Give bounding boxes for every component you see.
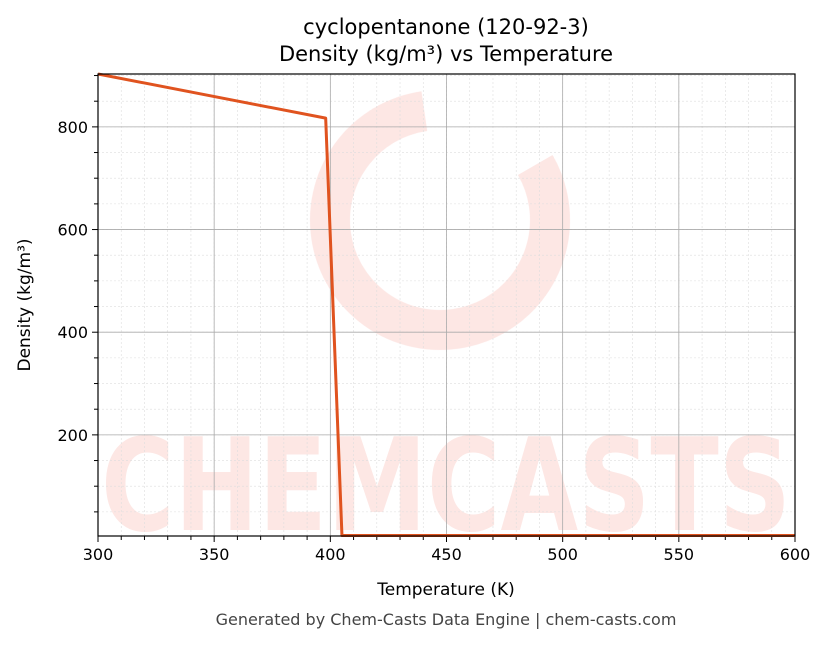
x-tick-label: 450 [431, 545, 462, 564]
x-tick-label: 350 [199, 545, 230, 564]
x-tick-label: 500 [547, 545, 578, 564]
x-tick-label: 550 [664, 545, 695, 564]
y-tick-label: 400 [57, 323, 88, 342]
y-axis-label: Density (kg/m³) [15, 238, 35, 371]
footer-credit: Generated by Chem-Casts Data Engine | ch… [216, 610, 677, 629]
x-tick-label: 400 [315, 545, 346, 564]
x-axis-label: Temperature (K) [376, 580, 515, 600]
chart-subtitle: Density (kg/m³) vs Temperature [279, 42, 613, 66]
y-tick-label: 600 [57, 221, 88, 240]
chart-title: cyclopentanone (120-92-3) [303, 15, 589, 39]
y-tick-label: 800 [57, 118, 88, 137]
watermark: CHEMCASTS [101, 90, 791, 561]
x-tick-label: 600 [780, 545, 811, 564]
y-tick-label: 200 [57, 426, 88, 445]
plot-frame [97, 73, 796, 537]
x-tick-label: 300 [83, 545, 114, 564]
